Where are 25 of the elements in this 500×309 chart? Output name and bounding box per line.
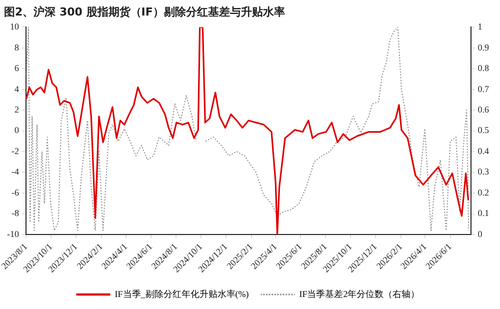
y2-tick-label: 0.8 (478, 63, 490, 74)
y2-tick-label: 0.3 (478, 166, 490, 177)
y2-tick-label: 0.1 (478, 208, 489, 218)
y-tick-label: -10 (6, 228, 20, 239)
y2-tick-label: 0.2 (478, 187, 489, 198)
y2-tick-label: 0.9 (478, 42, 490, 52)
y-tick-label: 4 (14, 84, 20, 94)
y2-tick-label: 0.7 (478, 84, 490, 94)
y-tick-label: 8 (14, 42, 20, 52)
y-tick-label: 6 (14, 63, 20, 74)
y2-tick-label: 0.5 (478, 125, 490, 136)
y2-tick-label: 0.4 (478, 146, 490, 156)
y-tick-label: 2 (14, 104, 19, 114)
y-tick-label: -6 (11, 187, 20, 198)
legend-label: IF当季_剔除分红年化升贴水率(%) (114, 288, 249, 299)
y2-tick-label: 0.6 (478, 104, 490, 114)
y-tick-label: 10 (10, 22, 20, 32)
y-tick-label: -2 (11, 146, 19, 156)
y-tick-label: -8 (11, 208, 20, 218)
y-tick-label: -4 (11, 166, 20, 177)
y2-tick-label: 1 (478, 22, 482, 32)
y-tick-label: 0 (14, 125, 20, 136)
chart-title: 图2、沪深 300 股指期货（IF）剔除分红基差与升贴水率 (4, 5, 285, 18)
y2-tick-label: 0 (478, 228, 483, 239)
legend-label: IF当季基差2年分位数（右轴） (299, 288, 420, 299)
